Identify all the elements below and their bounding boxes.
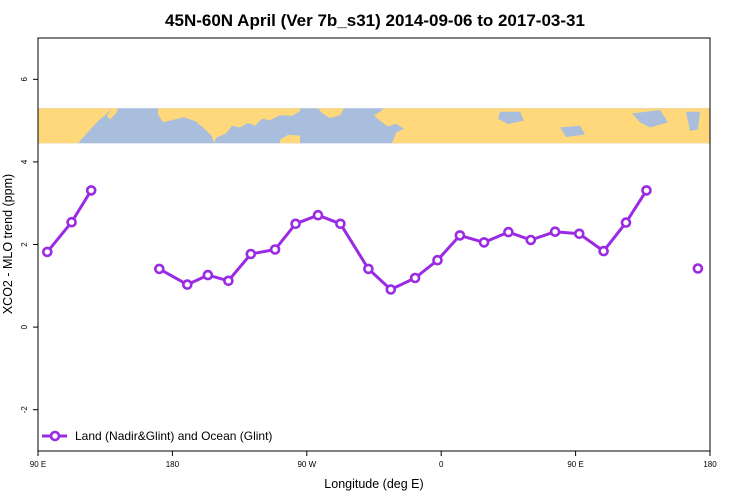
data-point xyxy=(335,218,346,230)
legend: Land (Nadir&Glint) and Ocean (Glint) xyxy=(42,429,272,443)
y-tick-label: 2 xyxy=(20,242,29,247)
data-point xyxy=(66,216,77,228)
x-tick-label: 180 xyxy=(166,460,180,469)
data-point xyxy=(245,248,257,260)
data-point xyxy=(154,263,165,275)
data-point xyxy=(454,230,466,241)
data-point xyxy=(503,226,514,238)
map-land-0 xyxy=(38,108,112,144)
data-point xyxy=(363,263,374,275)
data-point xyxy=(202,269,214,281)
map-land-4 xyxy=(374,108,710,144)
data-point xyxy=(182,279,193,290)
y-tick-label: 0 xyxy=(20,324,29,329)
data-point xyxy=(573,228,585,240)
y-tick-label: 6 xyxy=(20,77,29,82)
y-axis-label: XCO2 - MLO trend (ppm) xyxy=(1,174,15,314)
map-inland-water-2 xyxy=(632,110,668,128)
data-point xyxy=(478,237,490,248)
map-land-3 xyxy=(318,108,344,118)
data-point xyxy=(223,275,234,287)
map-inland-water-0 xyxy=(498,111,524,124)
data-point xyxy=(432,254,443,266)
data-point xyxy=(290,218,301,230)
x-axis: 90 E 180 90 W 0 90 E 180 xyxy=(30,451,717,469)
y-axis: -2 0 2 4 6 xyxy=(20,77,38,414)
x-tick-label: 90 W xyxy=(297,460,316,469)
data-point xyxy=(692,263,704,274)
x-tick-label: 180 xyxy=(703,460,717,469)
data-point xyxy=(385,284,397,295)
data-point xyxy=(525,234,537,246)
data-point xyxy=(598,245,609,257)
x-tick-label: 90 E xyxy=(30,460,46,469)
series-line-segment xyxy=(158,189,648,291)
map-land-2 xyxy=(158,108,300,144)
data-point xyxy=(641,185,652,196)
data-point xyxy=(312,209,324,221)
y-tick-label: -2 xyxy=(20,406,29,414)
x-axis-label: Longitude (deg E) xyxy=(324,477,423,491)
y-tick-label: 4 xyxy=(20,159,29,164)
map-inland-water-1 xyxy=(560,125,585,137)
series-layer xyxy=(41,185,704,295)
legend-swatch-marker xyxy=(49,430,61,442)
x-tick-label: 0 xyxy=(439,460,444,469)
data-point xyxy=(85,185,97,196)
legend-label: Land (Nadir&Glint) and Ocean (Glint) xyxy=(75,429,272,443)
world-map-strip xyxy=(38,108,710,144)
chart-title: 45N-60N April (Ver 7b_s31) 2014-09-06 to… xyxy=(165,11,585,30)
data-point xyxy=(549,226,561,237)
map-inland-water-3 xyxy=(686,111,700,131)
data-point xyxy=(409,272,421,284)
map-land-1 xyxy=(107,108,118,120)
data-point xyxy=(41,246,53,258)
x-tick-label: 90 E xyxy=(567,460,583,469)
data-point xyxy=(269,244,281,255)
data-point xyxy=(620,217,632,228)
